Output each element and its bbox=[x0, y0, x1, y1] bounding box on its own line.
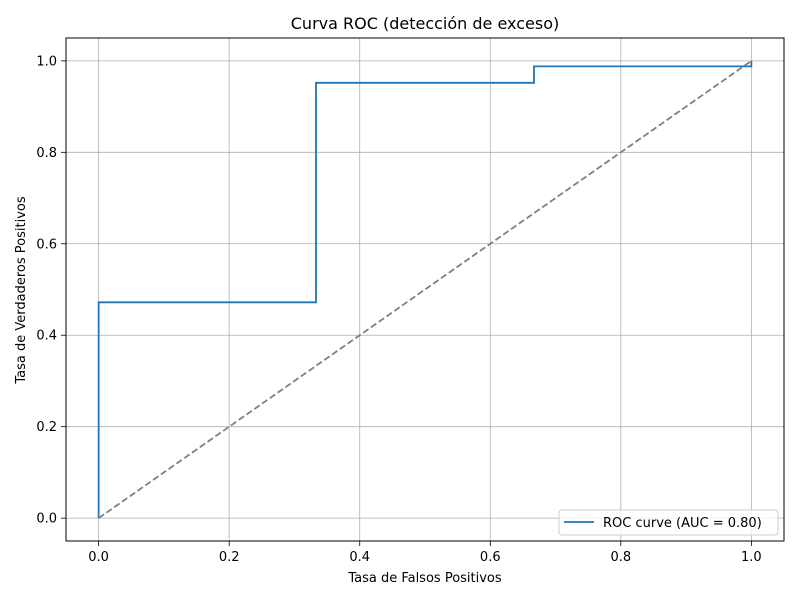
chart-title: Curva ROC (detección de exceso) bbox=[291, 14, 559, 33]
y-tick-label: 0.0 bbox=[36, 512, 57, 527]
roc-curve-line bbox=[97, 60, 753, 519]
y-axis-title: Tasa de Verdaderos Positivos bbox=[14, 196, 29, 384]
y-tick-label: 1.0 bbox=[36, 54, 57, 69]
y-tick-label: 0.4 bbox=[36, 329, 57, 344]
y-tick-label: 0.8 bbox=[36, 146, 57, 161]
x-tick-label: 0.8 bbox=[610, 550, 631, 565]
legend-label: ROC curve (AUC = 0.80) bbox=[603, 516, 762, 531]
x-tick-label: 0.2 bbox=[219, 550, 240, 565]
y-tick-label: 0.6 bbox=[36, 237, 57, 252]
grid bbox=[66, 38, 784, 541]
legend: ROC curve (AUC = 0.80) bbox=[558, 509, 779, 536]
y-tick-label: 0.2 bbox=[36, 420, 57, 435]
x-tick-label: 0.4 bbox=[349, 550, 370, 565]
x-tick-label: 1.0 bbox=[741, 550, 762, 565]
series-layer bbox=[97, 60, 753, 519]
x-tick-label: 0.6 bbox=[480, 550, 501, 565]
x-tick-label: 0.0 bbox=[88, 550, 109, 565]
plot-frame bbox=[65, 37, 785, 542]
chance-diagonal-line bbox=[98, 60, 752, 519]
ticks: 0.0 0.2 0.4 0.6 0.8 1.0 0.0 0.2 0.4 0.6 0.8 1.0 bbox=[36, 54, 761, 565]
legend-box bbox=[558, 509, 779, 536]
x-axis-title: Tasa de Falsos Positivos bbox=[347, 571, 502, 586]
